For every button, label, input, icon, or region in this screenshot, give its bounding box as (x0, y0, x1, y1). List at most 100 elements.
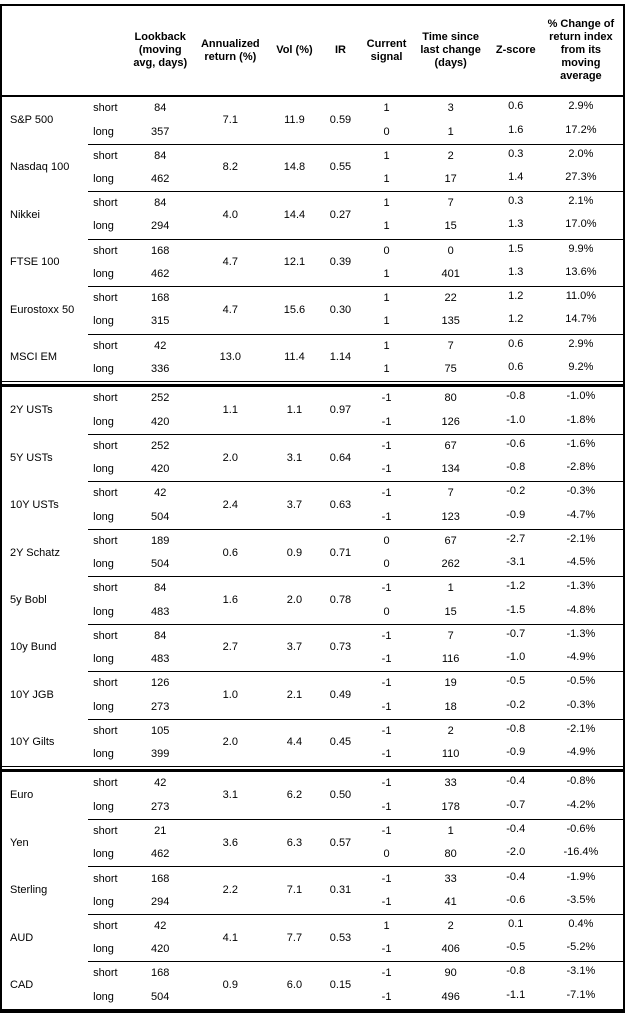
asset-column-header (2, 6, 89, 97)
asset-row-long: long 504 -1 496 -1.1 -7.1% (2, 986, 623, 1009)
time-since-cell-long: 116 (441, 653, 460, 666)
horizon-cell-short: short (88, 576, 133, 601)
horizon-cell-long: long (93, 510, 114, 523)
time-since-cell-short: 67 (408, 528, 493, 553)
lookback-cell-long: 504 (151, 558, 170, 571)
section-divider-line (2, 381, 623, 387)
lookback-cell-long: 483 (151, 605, 170, 618)
zscore-cell-short: -0.8 (492, 961, 539, 986)
asset-row-long: long 294 -1 41 -0.6 -3.5% (2, 891, 623, 915)
asset-row-long: long 357 0 1 1.6 17.2% (2, 120, 623, 144)
time-since-cell-short: 67 (408, 433, 493, 459)
pct-change-cell-long: 27.3% (565, 171, 597, 183)
horizon-cell-long: long (93, 173, 114, 185)
asset-row-short: Euro short 42 3.1 6.2 0.50 -1 33 -0.4 -0.8% (2, 771, 623, 801)
zscore-cell-short: -0.4 (506, 775, 526, 788)
current-signal-cell-long: 1 (383, 362, 390, 375)
horizon-cell-short: short (88, 623, 133, 648)
asset-row-short: MSCI EM short 42 13.0 11.4 1.14 1 7 0.6 2.9% (2, 333, 623, 382)
zscore-cell-short: -0.2 (492, 481, 539, 506)
current-signal-cell-long: -1 (381, 747, 392, 760)
asset-name-cell: Nasdaq 100 (10, 161, 70, 174)
time-since-cell-short: 7 (408, 333, 493, 358)
pct-change-cell-long: 13.6% (565, 265, 597, 278)
annualized-return-cell: 8.2 (188, 143, 273, 192)
pct-change-cell-long: -1.8% (566, 413, 596, 426)
time-since-cell-short: 33 (408, 866, 493, 891)
current-signal-cell-short: -1 (381, 777, 392, 790)
ir-cell: 0.50 (329, 789, 352, 802)
asset-name-cell: Yen (10, 836, 29, 849)
lookback-cell-long: 399 (151, 747, 170, 760)
zscore-cell-short: -2.7 (492, 528, 539, 553)
zscore-cell-long: -0.7 (506, 798, 526, 811)
lookback-column-header: Lookback (moving avg, days) (132, 6, 189, 97)
vol-cell: 4.4 (272, 718, 317, 767)
annualized-return-cell: 0.9 (188, 961, 273, 1009)
horizon-cell-long: long (93, 315, 114, 328)
pct-change-cell-short: -2.1% (538, 528, 623, 553)
current-signal-cell-long: -1 (381, 653, 392, 666)
time-since-cell-long: 110 (441, 747, 460, 760)
zscore-cell-short: 0.6 (492, 333, 539, 358)
current-signal-cell-long: 0 (383, 558, 390, 571)
annualized-return-cell: 4.1 (188, 913, 273, 962)
current-signal-cell-short: 1 (383, 102, 390, 115)
annualized-return-cell: 1.1 (222, 403, 238, 416)
annualized-return-cell: 4.0 (188, 191, 273, 240)
pct-change-cell-short: 0.4% (538, 913, 623, 939)
current-signal-cell-long: 1 (383, 267, 390, 280)
current-signal-cell-long: -1 (381, 800, 392, 813)
time-since-cell-short: 7 (408, 623, 493, 648)
pct-change-cell-long: -2.8% (566, 461, 596, 474)
lookback-cell-long: 273 (151, 700, 170, 713)
zscore-cell-short: 0.3 (492, 191, 539, 216)
zscore-cell-short: -1.2 (492, 576, 539, 601)
vol-cell: 3.7 (272, 623, 317, 672)
horizon-cell-long: long (93, 943, 114, 956)
pct-change-cell-long: -3.5% (566, 893, 596, 906)
time-since-cell-short: 90 (408, 961, 493, 986)
section-divider (2, 766, 623, 773)
current-signal-cell-short: 1 (364, 191, 409, 216)
ir-column-header: IR (316, 6, 365, 97)
horizon-cell-long: long (93, 700, 114, 713)
zscore-cell-long: -0.9 (506, 508, 526, 521)
zscore-cell-long: 1.2 (508, 313, 524, 326)
lookback-cell-long: 315 (151, 315, 170, 328)
asset-row-short: 10Y JGB short 126 1.0 2.1 0.49 -1 19 -0.5 -0.5% (2, 671, 623, 720)
annualized-return-cell: 1.6 (188, 576, 273, 625)
pct-change-cell-long: -4.7% (566, 508, 596, 521)
lookback-cell-long: 462 (151, 173, 170, 185)
asset-row-long: long 420 -1 406 -0.5 -5.2% (2, 938, 623, 962)
pct-change-cell-short: -0.5% (538, 671, 623, 696)
time-since-cell-long: 41 (444, 895, 457, 908)
vol-cell: 3.1 (272, 433, 317, 482)
zscore-cell-long: -0.2 (506, 698, 526, 711)
horizon-cell-long: long (93, 653, 114, 666)
zscore-cell-short: -0.7 (492, 623, 539, 648)
horizon-cell-long: long (93, 220, 114, 233)
asset-row-short: 5Y USTs short 252 2.0 3.1 0.64 -1 67 -0.6 -1.6% (2, 433, 623, 482)
pct-change-cell-long: 9.2% (568, 360, 594, 373)
time-since-cell-long: 80 (444, 848, 457, 861)
pct-change-cell-long: -4.9% (566, 745, 596, 758)
horizon-cell-long: long (93, 605, 114, 618)
time-since-cell-long: 123 (441, 510, 460, 523)
asset-row-long: long 273 -1 18 -0.2 -0.3% (2, 695, 623, 719)
horizon-cell-short: short (88, 481, 133, 506)
ir-cell: 0.57 (316, 818, 365, 867)
annualized-return-cell: 0.6 (188, 528, 273, 577)
time-since-cell-short: 2 (408, 718, 493, 743)
time-since-cell-short: 7 (408, 481, 493, 506)
horizon-cell-short: short (93, 102, 118, 115)
zscore-cell-short: 1.5 (492, 238, 539, 263)
current-signal-cell-short: -1 (364, 623, 409, 648)
zscore-cell-short: -0.5 (492, 671, 539, 696)
current-signal-cell-short: -1 (364, 961, 409, 986)
asset-row-short: 2Y USTs short 252 1.1 1.1 0.97 -1 80 -0.8 -1.0% (2, 386, 623, 416)
vol-cell: 3.7 (272, 481, 317, 530)
asset-row-long: long 315 1 135 1.2 14.7% (2, 310, 623, 334)
time-since-cell-long: 406 (441, 943, 460, 956)
zscore-cell-long: -0.6 (506, 893, 526, 906)
